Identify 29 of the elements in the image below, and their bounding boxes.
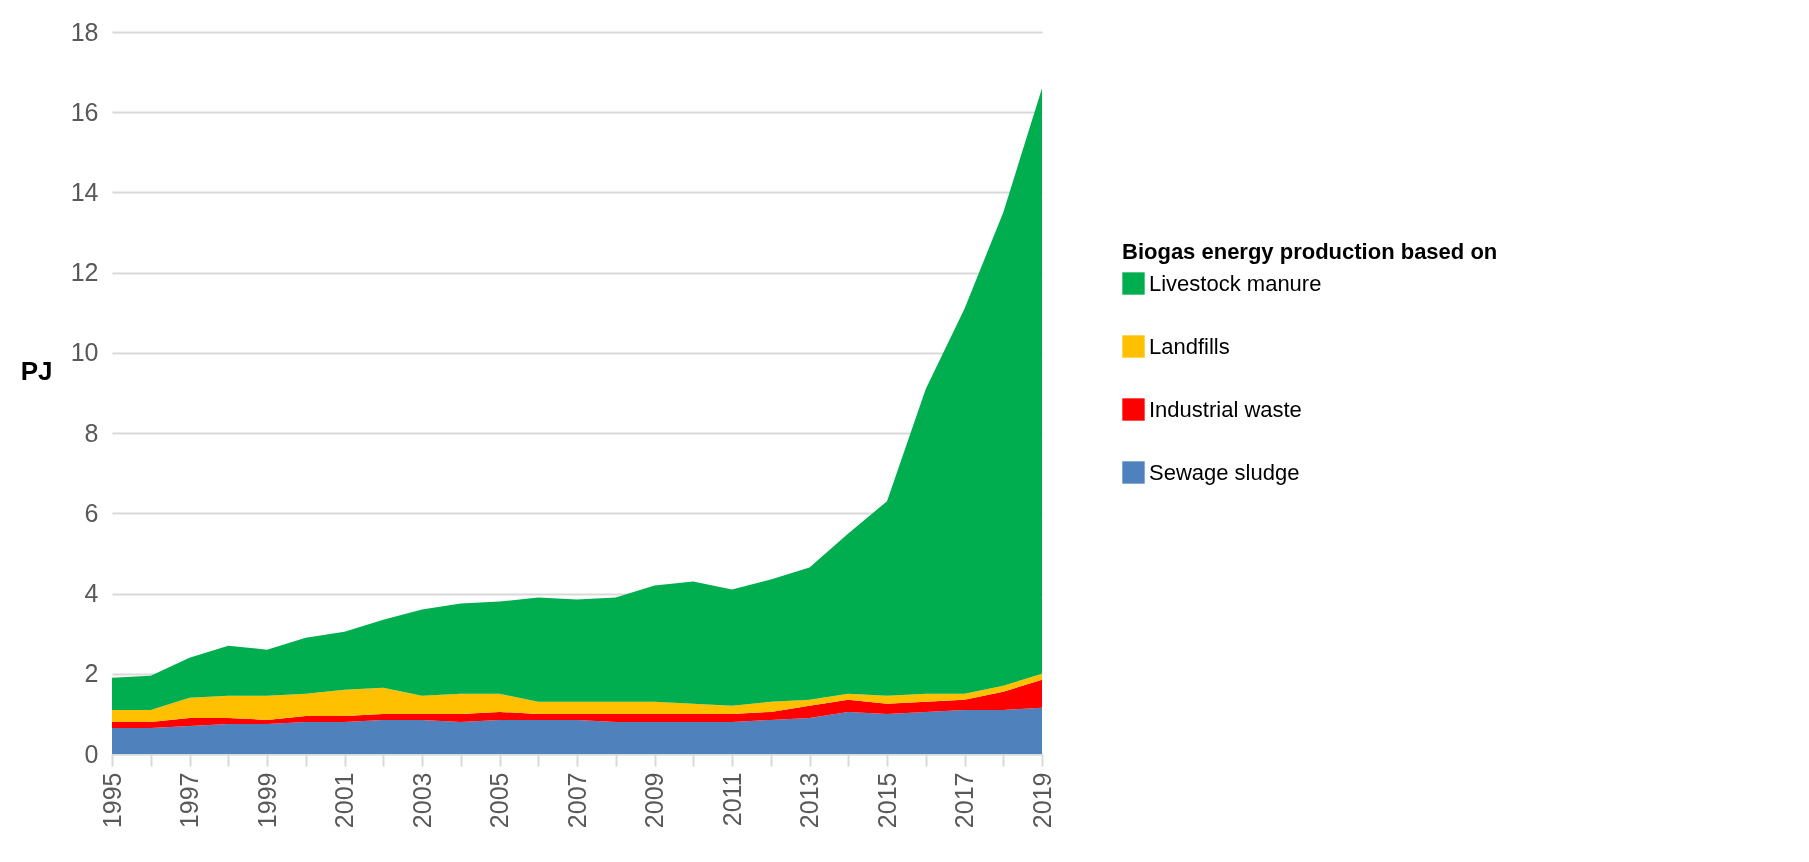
legend-label: Sewage sludge [1149, 459, 1300, 485]
legend-title: Biogas energy production based on [1122, 239, 1498, 264]
x-tick-label: 1995 [97, 772, 126, 829]
legend-label: Landfills [1149, 333, 1230, 359]
x-tick-label: 1999 [252, 772, 281, 829]
y-axis-title: PJ [20, 355, 53, 386]
legend-label: Industrial waste [1149, 396, 1302, 422]
y-tick-label: 12 [70, 258, 99, 287]
y-tick-label: 0 [84, 739, 99, 768]
x-tick-label: 2019 [1027, 772, 1056, 829]
y-tick-label: 4 [84, 579, 99, 608]
y-tick-label: 14 [70, 177, 99, 206]
x-tick-label: 2007 [562, 772, 591, 829]
x-tick-label: 2013 [795, 772, 823, 829]
y-tick-label: 2 [84, 659, 99, 688]
x-tick-label: 2005 [485, 772, 513, 829]
x-tick-label: 2003 [407, 772, 436, 829]
y-tick-label: 8 [84, 418, 99, 447]
x-tick-label: 2011 [717, 772, 746, 827]
x-tick-label: 2009 [640, 772, 668, 829]
y-tick-label: 6 [84, 498, 99, 527]
legend-label: Livestock manure [1149, 270, 1322, 296]
x-tick-label: 1997 [175, 772, 203, 829]
x-tick-label: 2017 [950, 772, 978, 829]
x-tick-label: 2015 [872, 772, 901, 829]
y-tick-label: 16 [70, 97, 99, 126]
y-tick-label: 18 [70, 17, 99, 46]
x-tick-label: 2001 [330, 772, 358, 829]
y-tick-label: 10 [70, 338, 99, 367]
